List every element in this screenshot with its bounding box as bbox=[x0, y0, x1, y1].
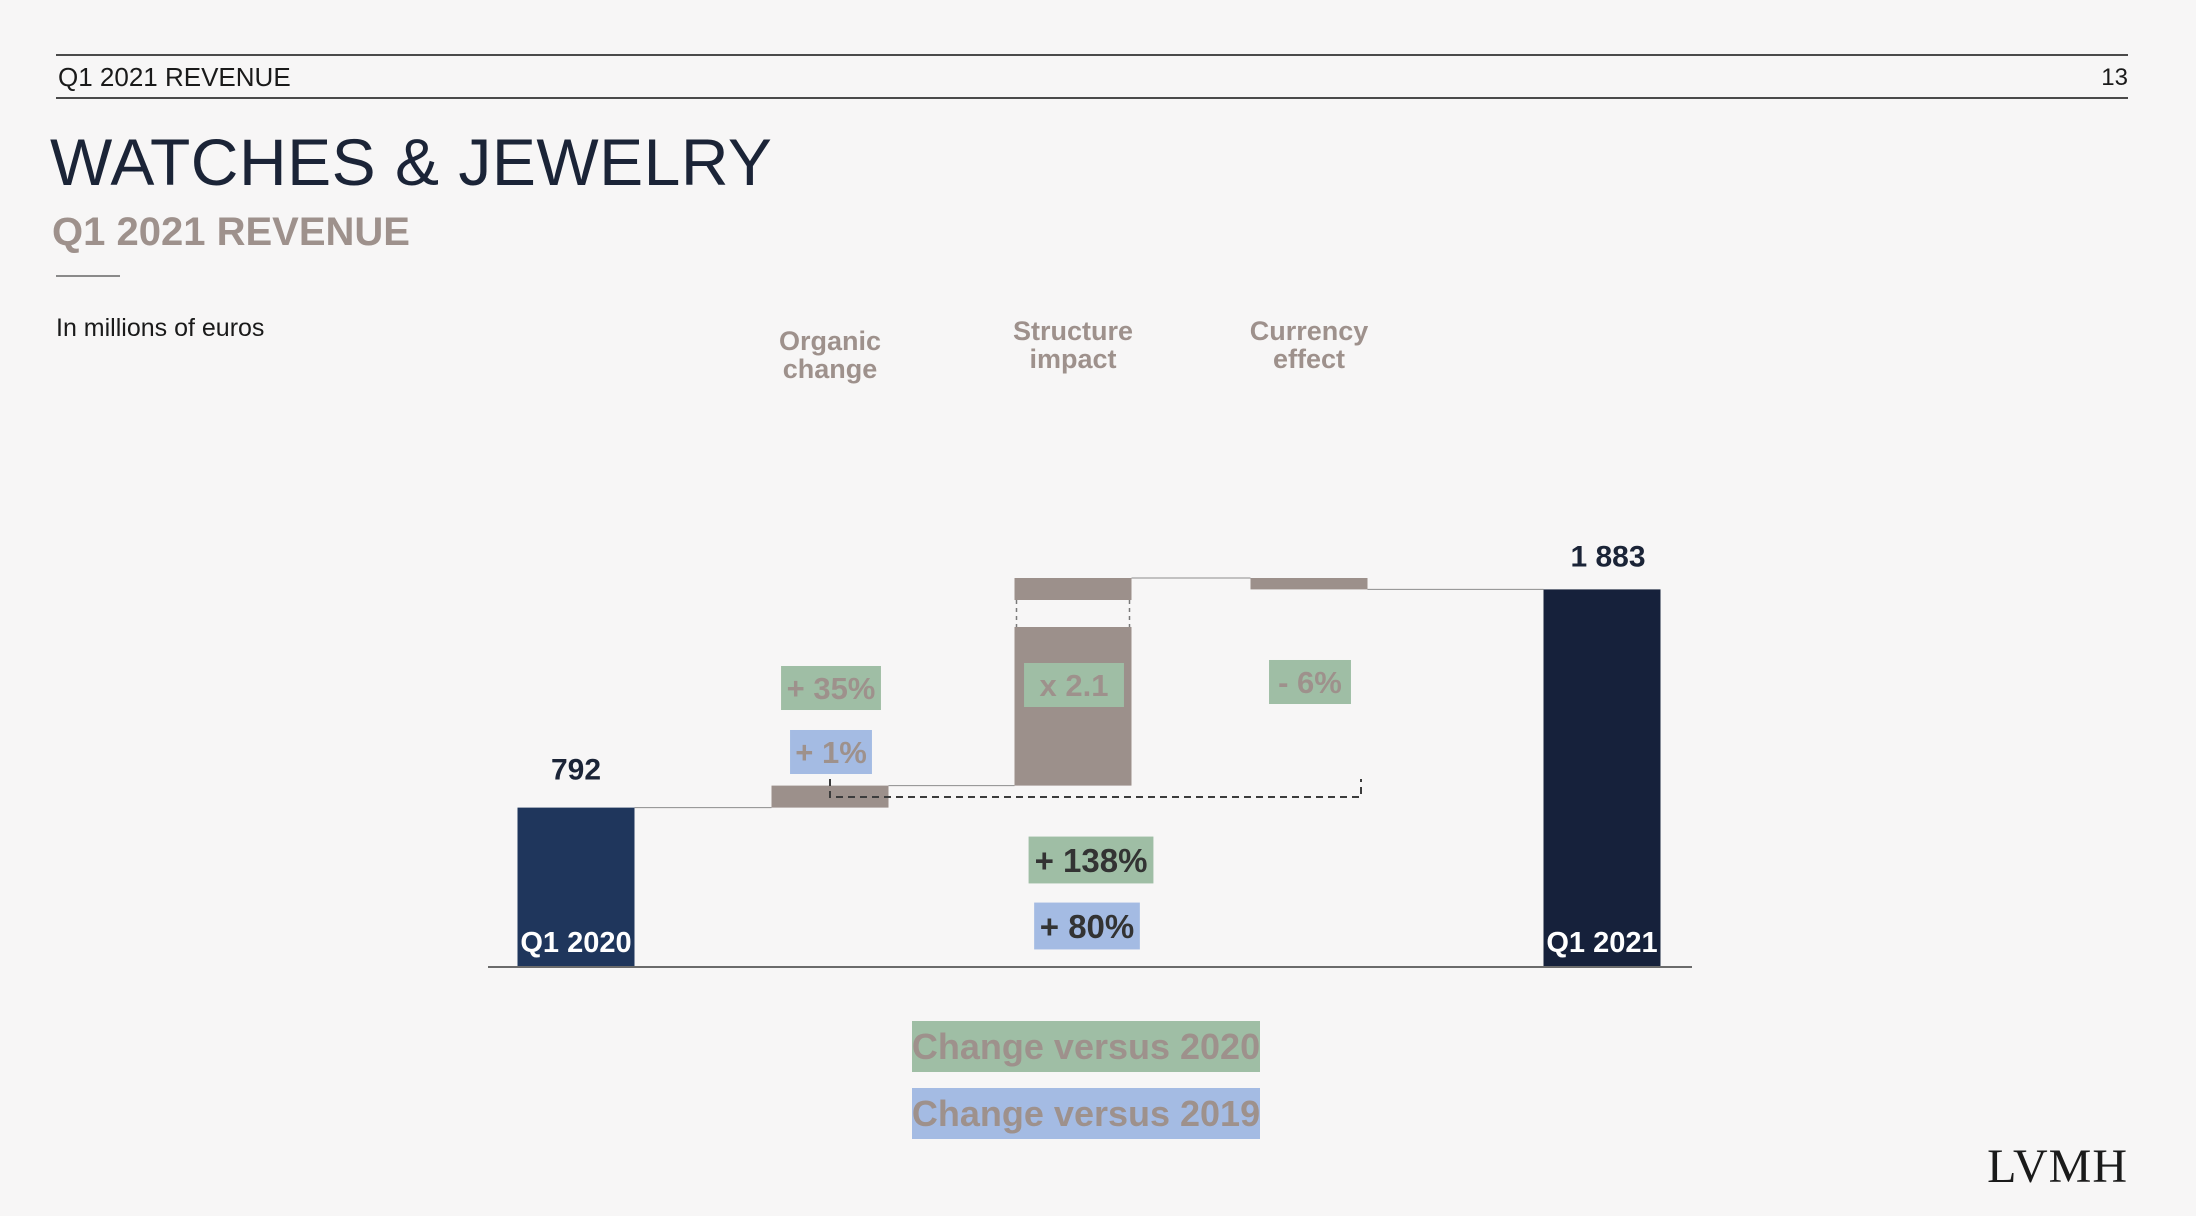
bar-structure-impact-upper bbox=[1014, 578, 1132, 600]
badge-total-2019: + 80% bbox=[1040, 908, 1135, 945]
bar-label-q1-2020: Q1 2020 bbox=[520, 927, 631, 959]
total-bracket bbox=[829, 779, 1362, 798]
bar-label-q1-2021: Q1 2021 bbox=[1546, 927, 1657, 959]
header-bottom-rule bbox=[56, 97, 2128, 99]
bar-q1-2021 bbox=[1543, 589, 1661, 966]
bar-q1-2020 bbox=[517, 807, 635, 966]
badge-2020-step-1: x 2.1 bbox=[1040, 668, 1109, 703]
page-title: WATCHES & JEWELRY bbox=[50, 125, 773, 199]
legend-swatch-1 bbox=[912, 1088, 1260, 1139]
step-label-1-0: Structure bbox=[1013, 316, 1133, 346]
badge-2020-step-2-bg bbox=[1269, 659, 1351, 705]
step-label-0-0: Organic bbox=[779, 326, 881, 356]
badge-total-2020-bg bbox=[1028, 836, 1154, 884]
page-number: 13 bbox=[2101, 64, 2128, 91]
header-top-rule bbox=[56, 54, 2128, 56]
badge-2020-step-0: + 35% bbox=[787, 671, 876, 706]
legend-label-0: Change versus 2020 bbox=[912, 1026, 1260, 1067]
badge-total-2019-bg bbox=[1034, 902, 1140, 950]
step-label-1-1: impact bbox=[1029, 344, 1116, 374]
badge-2019-step-0-bg bbox=[790, 729, 872, 775]
badge-total-2020: + 138% bbox=[1035, 842, 1148, 879]
badge-2019-step-0: + 1% bbox=[795, 735, 867, 770]
header-section-title: Q1 2021 REVENUE bbox=[58, 62, 291, 92]
subtitle-divider bbox=[56, 275, 120, 277]
badge-2020-step-0-bg bbox=[781, 665, 881, 711]
badge-2020-step-2: - 6% bbox=[1278, 665, 1342, 700]
value-label-q1-2020: 792 bbox=[551, 754, 601, 787]
step-label-0-1: change bbox=[783, 354, 878, 384]
legend-label-1: Change versus 2019 bbox=[912, 1093, 1260, 1134]
units-note: In millions of euros bbox=[56, 314, 265, 342]
step-label-2-1: effect bbox=[1273, 344, 1345, 374]
step-label-2-0: Currency bbox=[1250, 316, 1369, 346]
page-subtitle: Q1 2021 REVENUE bbox=[52, 210, 410, 254]
bar-currency-effect bbox=[1250, 578, 1368, 590]
lvmh-logo: LVMH bbox=[1987, 1140, 2128, 1193]
legend-swatch-0 bbox=[912, 1021, 1260, 1072]
badge-2020-step-1-bg bbox=[1024, 662, 1124, 708]
value-label-q1-2021: 1 883 bbox=[1570, 540, 1645, 573]
